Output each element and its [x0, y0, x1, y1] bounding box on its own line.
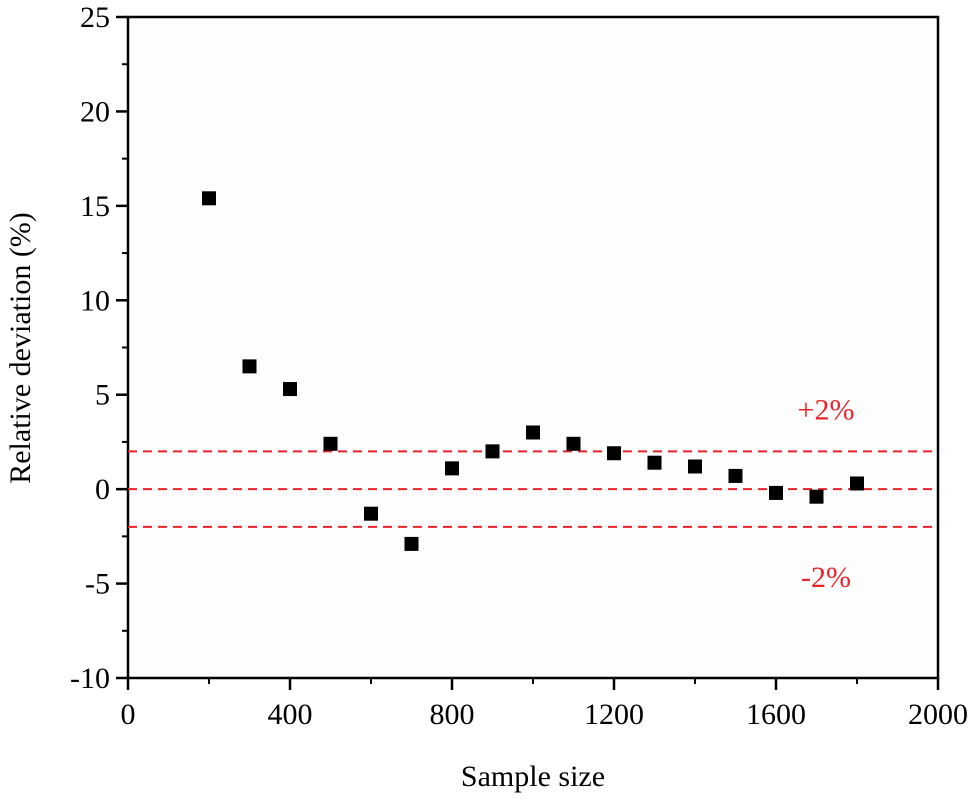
data-point [526, 425, 540, 440]
plot-frame [126, 15, 940, 680]
x-tick-label: 2000 [908, 698, 968, 731]
data-point [242, 359, 257, 374]
reference-line-label: +2% [798, 393, 855, 426]
y-tick-label: 5 [95, 379, 110, 412]
data-point [202, 191, 216, 206]
x-tick-label: 1600 [746, 698, 806, 731]
x-tick-label: 1200 [584, 698, 644, 731]
data-point [485, 444, 500, 459]
data-point [283, 382, 297, 397]
data-point [850, 476, 864, 491]
y-axis-label: Relative deviation (%) [4, 212, 37, 484]
y-tick-label: 25 [80, 1, 110, 34]
data-point [769, 485, 783, 500]
reference-line-label: -2% [801, 561, 851, 594]
y-tick-label: 15 [80, 190, 110, 223]
data-point [404, 536, 419, 551]
data-point [323, 436, 338, 451]
data-point [566, 436, 581, 451]
x-tick-label: 0 [121, 698, 136, 731]
data-point [364, 506, 378, 521]
y-tick-label: 10 [80, 284, 110, 317]
y-tick-label: -10 [70, 662, 110, 695]
data-point [607, 446, 621, 461]
y-tick-label: 20 [80, 95, 110, 128]
data-point [728, 468, 743, 483]
y-tick-label: 0 [95, 473, 110, 506]
data-point [445, 461, 459, 476]
data-point [809, 489, 824, 504]
data-point [647, 455, 662, 470]
x-tick-label: 800 [430, 698, 475, 731]
x-tick-label: 400 [268, 698, 313, 731]
data-point [688, 459, 702, 474]
y-tick-label: -5 [85, 568, 110, 601]
x-axis-label: Sample size [461, 760, 605, 793]
